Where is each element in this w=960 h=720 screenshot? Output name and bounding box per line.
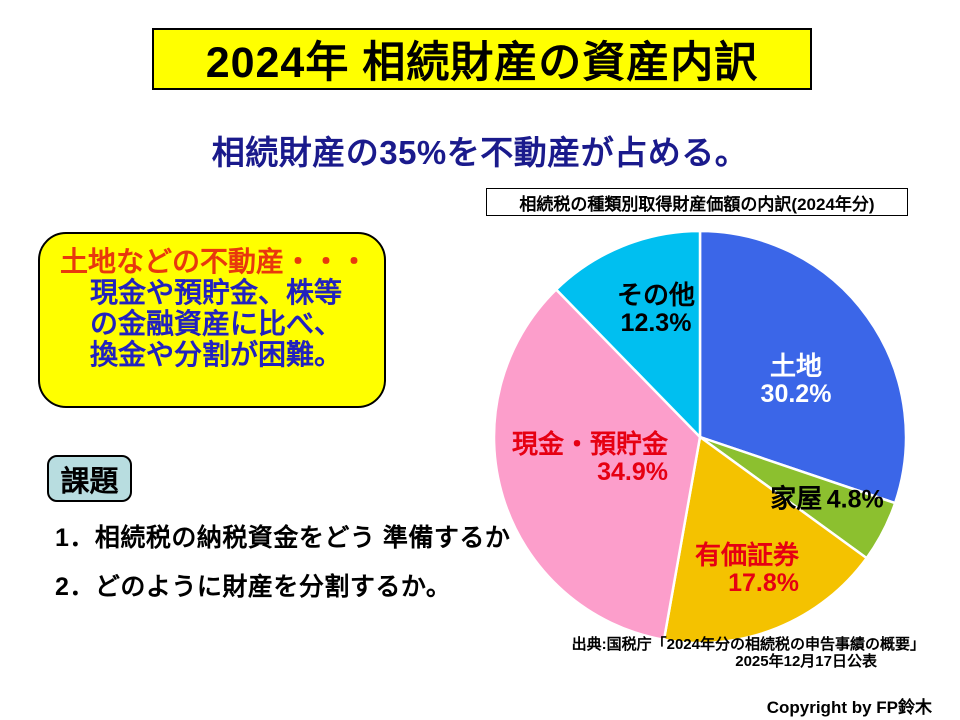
issue-item-1: 1．相続税の納税資金をどう 準備するか	[55, 524, 511, 552]
copyright: Copyright by FP鈴木	[766, 698, 932, 717]
pie-svg	[492, 229, 908, 645]
pie-slice-有価証券	[662, 435, 868, 645]
issue-item-2: 2．どのように財産を分割するか。	[55, 573, 452, 601]
pie-slice-現金・預貯金	[492, 288, 702, 642]
callout-line: 換金や分割が困難。	[90, 339, 343, 370]
pie-slice-その他	[554, 229, 702, 439]
pie-chart: 土地 30.2% 家屋 4.8% 有価証券 17.8% 現金・預貯金 34.9% その他 12.…	[490, 227, 910, 647]
issues-badge: 課題	[47, 455, 132, 502]
pie-label-土地: 土地 30.2%	[760, 351, 832, 408]
chart-source-line1: 出典:国税庁「2024年分の相続税の申告事績の概要」	[571, 636, 925, 653]
page-title: 2024年 相続財産の資産内訳	[205, 39, 759, 87]
pie-slice-土地	[698, 229, 908, 505]
callout-line: 現金や預貯金、株等	[90, 277, 343, 308]
callout-heading: 土地などの不動産・・・	[60, 246, 369, 277]
callout-line: の金融資産に比べ、	[90, 308, 343, 339]
chart-caption: 相続税の種類別取得財産価額の内訳(2024年分)	[486, 188, 908, 216]
pie-label-有価証券: 有価証券 17.8%	[694, 540, 799, 597]
title-banner: 2024年 相続財産の資産内訳	[152, 28, 812, 90]
callout-box: 土地などの不動産・・・ 現金や預貯金、株等 の金融資産に比べ、 換金や分割が困難…	[38, 232, 386, 408]
chart-source: 出典:国税庁「2024年分の相続税の申告事績の概要」 2025年12月17日公表	[572, 636, 925, 670]
issues-badge-label: 課題	[60, 465, 119, 498]
pie-label-家屋: 家屋 4.8%	[770, 483, 884, 514]
chart-source-line2: 2025年12月17日公表	[735, 653, 877, 670]
pie-label-現金・預貯金: 現金・預貯金 34.9%	[511, 429, 668, 486]
subtitle: 相続財産の35%を不動産が占める。	[211, 134, 749, 171]
pie-label-その他: その他 12.3%	[616, 280, 696, 337]
